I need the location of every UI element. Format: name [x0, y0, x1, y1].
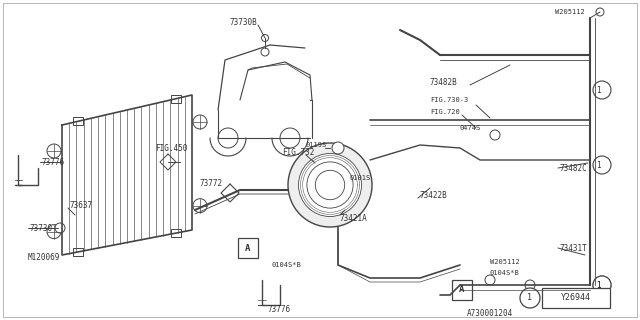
Text: 0119S: 0119S	[305, 142, 326, 148]
Circle shape	[593, 156, 611, 174]
Text: 73422B: 73422B	[420, 190, 448, 199]
Text: Y26944: Y26944	[561, 293, 591, 302]
Bar	[172, 229, 181, 237]
Text: 1: 1	[596, 281, 600, 290]
Circle shape	[593, 276, 611, 294]
Text: FIG.720: FIG.720	[430, 109, 460, 115]
Circle shape	[596, 8, 604, 16]
Text: 1: 1	[596, 85, 600, 94]
Bar	[238, 238, 258, 258]
Text: 73482C: 73482C	[560, 164, 588, 172]
Circle shape	[218, 128, 238, 148]
Text: W205112: W205112	[555, 9, 585, 15]
Circle shape	[298, 154, 362, 217]
Circle shape	[262, 35, 269, 42]
Text: W205112: W205112	[490, 259, 520, 265]
Text: 1: 1	[527, 293, 532, 302]
Circle shape	[47, 225, 61, 239]
Circle shape	[593, 81, 611, 99]
Text: FIG.732: FIG.732	[282, 148, 314, 156]
Text: M120069: M120069	[28, 253, 60, 262]
Text: 73431T: 73431T	[560, 244, 588, 252]
Text: FIG.730-3: FIG.730-3	[430, 97, 468, 103]
Circle shape	[261, 48, 269, 56]
Text: 73637: 73637	[70, 201, 93, 210]
Text: A730001204: A730001204	[467, 309, 513, 318]
Circle shape	[520, 288, 540, 308]
Text: 73772: 73772	[200, 179, 223, 188]
Text: 73776: 73776	[268, 306, 291, 315]
Text: 73730B: 73730B	[230, 18, 258, 27]
Text: 73482B: 73482B	[430, 77, 458, 86]
Circle shape	[307, 162, 353, 208]
Bar	[172, 95, 181, 103]
Text: A: A	[460, 285, 465, 294]
Text: 1: 1	[596, 161, 600, 170]
Bar	[72, 248, 83, 256]
Circle shape	[193, 115, 207, 129]
Bar	[452, 280, 472, 300]
Text: FIG.450: FIG.450	[155, 143, 188, 153]
Circle shape	[280, 128, 300, 148]
Circle shape	[316, 170, 345, 200]
Circle shape	[193, 199, 207, 213]
Text: A: A	[245, 244, 251, 252]
Text: 73421A: 73421A	[340, 213, 368, 222]
Text: 0101S: 0101S	[350, 175, 371, 181]
Circle shape	[288, 143, 372, 227]
Circle shape	[525, 280, 535, 290]
Circle shape	[332, 142, 344, 154]
Text: 0104S*B: 0104S*B	[490, 270, 520, 276]
Circle shape	[593, 276, 611, 294]
Text: 0104S*B: 0104S*B	[272, 262, 301, 268]
Text: 73776: 73776	[42, 157, 65, 166]
Circle shape	[485, 275, 495, 285]
Text: 1: 1	[596, 281, 600, 290]
Bar	[72, 117, 83, 125]
Circle shape	[490, 130, 500, 140]
Circle shape	[47, 144, 61, 158]
Text: 73730: 73730	[30, 223, 53, 233]
Bar	[542, 288, 610, 308]
Circle shape	[55, 223, 65, 233]
Text: 0474S: 0474S	[460, 125, 481, 131]
